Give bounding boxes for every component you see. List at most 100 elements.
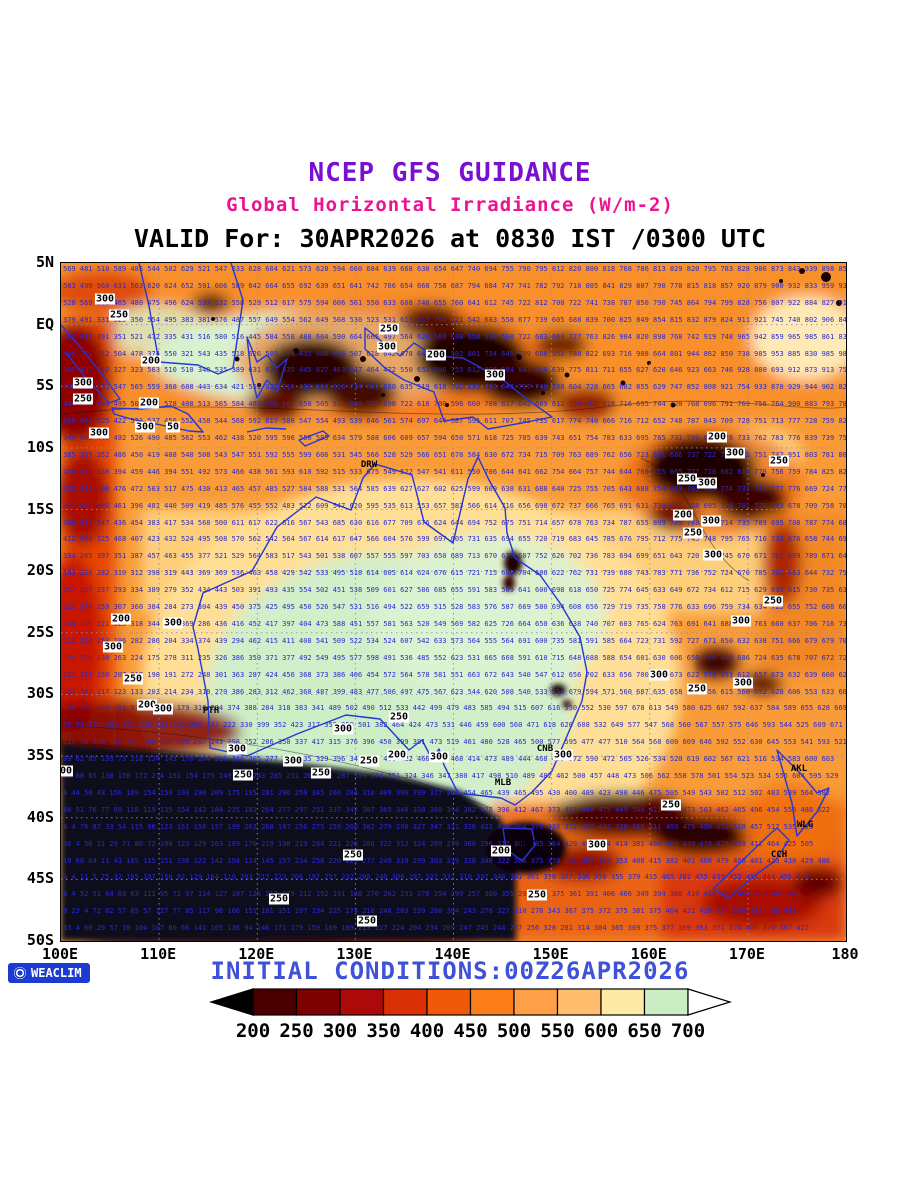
- map-plot-area: 569 481 510 589 485 544 502 629 521 547 …: [60, 262, 847, 942]
- colorbar-segment: [469, 988, 515, 1016]
- x-axis-label: 180: [831, 945, 859, 963]
- weaclim-logo-icon: [14, 967, 26, 979]
- station-label: AKL: [790, 764, 808, 774]
- contour-label: 200: [61, 765, 74, 777]
- contour-label: 250: [268, 893, 290, 905]
- cloud-speckles: [211, 268, 842, 492]
- contour-label: 300: [696, 477, 718, 489]
- contour-label: 300: [102, 641, 124, 653]
- contour-label: 250: [660, 799, 682, 811]
- weaclim-logo-text: WEACLIM: [31, 966, 82, 980]
- station-label: HBT: [518, 840, 536, 850]
- page-subtitle: Global Horizontal Irradiance (W/m-2): [226, 194, 674, 216]
- grid-values-row: 356 347 347 436 454 383 417 534 568 500 …: [63, 518, 847, 527]
- colorbar-segment: [382, 988, 428, 1016]
- colorbar-under-arrow: [208, 988, 254, 1016]
- contour-label: 300: [376, 341, 398, 353]
- grid-values-row: 121 38 108 150 177 206 206 180 287 243 2…: [63, 738, 847, 747]
- grid-values-row: 70 93 125 181 196 218 151 255 208 332 22…: [63, 721, 843, 730]
- grid-values: 569 481 510 589 485 544 502 629 521 547 …: [61, 263, 846, 941]
- contour-label: 250: [310, 767, 332, 779]
- contour-label: 250: [768, 455, 790, 467]
- contour-label: 250: [356, 915, 378, 927]
- y-axis-label: 35S: [26, 746, 54, 765]
- weaclim-logo: WEACLIM: [8, 963, 90, 983]
- grid-values-row: 193 320 282 310 312 398 319 443 369 369 …: [63, 569, 847, 578]
- lat-lon-gridlines: [61, 263, 846, 941]
- grid-values-row: 403 397 491 351 521 472 335 431 516 580 …: [63, 332, 847, 341]
- contour-label: 250: [682, 527, 704, 539]
- colorbar-segment: [252, 988, 298, 1016]
- grid-values-row: 192 158 130 263 224 175 278 311 235 326 …: [63, 653, 847, 662]
- station-label: MLB: [494, 778, 512, 788]
- grid-values-row: 4 4 76 87 33 54 115 96 123 151 156 157 1…: [63, 822, 814, 831]
- grid-values-row: 385 385 352 486 450 419 488 548 508 543 …: [63, 450, 847, 459]
- contour-label: 200: [490, 845, 512, 857]
- x-axis-label: 120E: [238, 945, 275, 963]
- contour-label: 250: [122, 673, 144, 685]
- contour-label: 250: [526, 889, 548, 901]
- contour-label: 300: [152, 703, 174, 715]
- grid-values-row: 406 276 312 504 478 374 550 321 543 435 …: [63, 349, 847, 358]
- contour-label: 250: [358, 755, 380, 767]
- x-axis-label: 160E: [630, 945, 667, 963]
- contour-label: 250: [388, 711, 410, 723]
- contour-label: 200: [138, 397, 160, 409]
- station-label: PTH: [202, 706, 220, 716]
- y-axis-label: 30S: [26, 684, 54, 703]
- y-axis-label: EQ: [35, 314, 54, 333]
- y-axis-label: 20S: [26, 561, 54, 580]
- colorbar-tick: 600: [583, 1020, 619, 1042]
- y-axis-label: 5S: [35, 376, 54, 395]
- contour-label: 250: [108, 309, 130, 321]
- contour-label: 300: [226, 743, 248, 755]
- colorbar-segment: [556, 988, 602, 1016]
- colorbar-tick: 500: [496, 1020, 532, 1042]
- grid-values-row: 444 530 450 495 502 422 578 408 513 565 …: [63, 400, 847, 409]
- x-axis-label: 170E: [728, 945, 765, 963]
- contour-label: 300: [162, 617, 184, 629]
- grid-values-row: 332 462 408 476 472 503 517 475 430 413 …: [63, 484, 847, 493]
- colorbar-tick: 250: [279, 1020, 314, 1042]
- grid-values-row: 4 4 11 5 75 32 105 107 150 92 129 164 11…: [63, 873, 809, 882]
- contour-lines: [61, 400, 846, 809]
- grid-values-row: 395 487 292 327 323 563 510 510 348 535 …: [63, 366, 847, 375]
- grid-values-row: 107 142 217 123 133 203 214 234 318 270 …: [63, 687, 847, 696]
- contour-label: 50: [165, 421, 181, 433]
- contour-label: 300: [724, 447, 746, 459]
- colorbar-tick: 300: [322, 1020, 358, 1042]
- grid-values-row: 33 4 60 29 57 18 104 107 80 66 141 105 1…: [63, 924, 809, 933]
- grid-values-row: 354 265 397 351 387 457 463 455 377 521 …: [63, 552, 847, 561]
- station-label: CCH: [770, 850, 788, 860]
- contour-label: 250: [686, 683, 708, 695]
- x-axis-label: 130E: [336, 945, 373, 963]
- contour-label: 200: [386, 749, 408, 761]
- page-title: NCEP GFS GUIDANCE: [308, 158, 592, 188]
- grid-values-row: 9 23 4 72 82 57 65 57 127 77 85 117 98 1…: [63, 907, 797, 916]
- grid-values-row: 234 225 221 323 318 344 227 369 286 436 …: [63, 619, 847, 628]
- colorbar-tick: 650: [627, 1020, 662, 1042]
- y-axis-label: 5N: [35, 253, 54, 271]
- contour-label: 300: [428, 751, 450, 763]
- station-label: DRW: [360, 460, 378, 470]
- contour-label: 250: [342, 849, 364, 861]
- contour-label: 200: [425, 349, 447, 361]
- colorbar-segment: [513, 988, 559, 1016]
- contour-label: 300: [134, 421, 156, 433]
- colorbar-tick-labels: 200 250 300 350 400 450 500 550 600 650 700: [198, 1018, 738, 1044]
- colorbar-scale-svg: [208, 988, 733, 1016]
- initial-conditions-text: INITIAL CONDITIONS:00Z26APR2026: [210, 957, 690, 985]
- y-axis-label: 25S: [26, 622, 54, 641]
- contour-label: 300: [282, 755, 304, 767]
- contour-label: 200: [110, 613, 132, 625]
- colorbar-segment: [295, 988, 341, 1016]
- contour-label: 200: [136, 699, 158, 711]
- contour-label: 250: [676, 473, 698, 485]
- grid-values-row: 4 4 52 51 84 83 63 111 95 72 97 114 127 …: [63, 890, 801, 899]
- contour-label: 300: [88, 427, 110, 439]
- contour-label: 300: [72, 377, 94, 389]
- contour-label: 300: [648, 669, 670, 681]
- grid-values-row: 412 364 325 468 407 423 432 524 495 508 …: [63, 535, 847, 544]
- grid-values-row: 59 68 65 130 156 172 214 191 154 175 249…: [63, 772, 839, 780]
